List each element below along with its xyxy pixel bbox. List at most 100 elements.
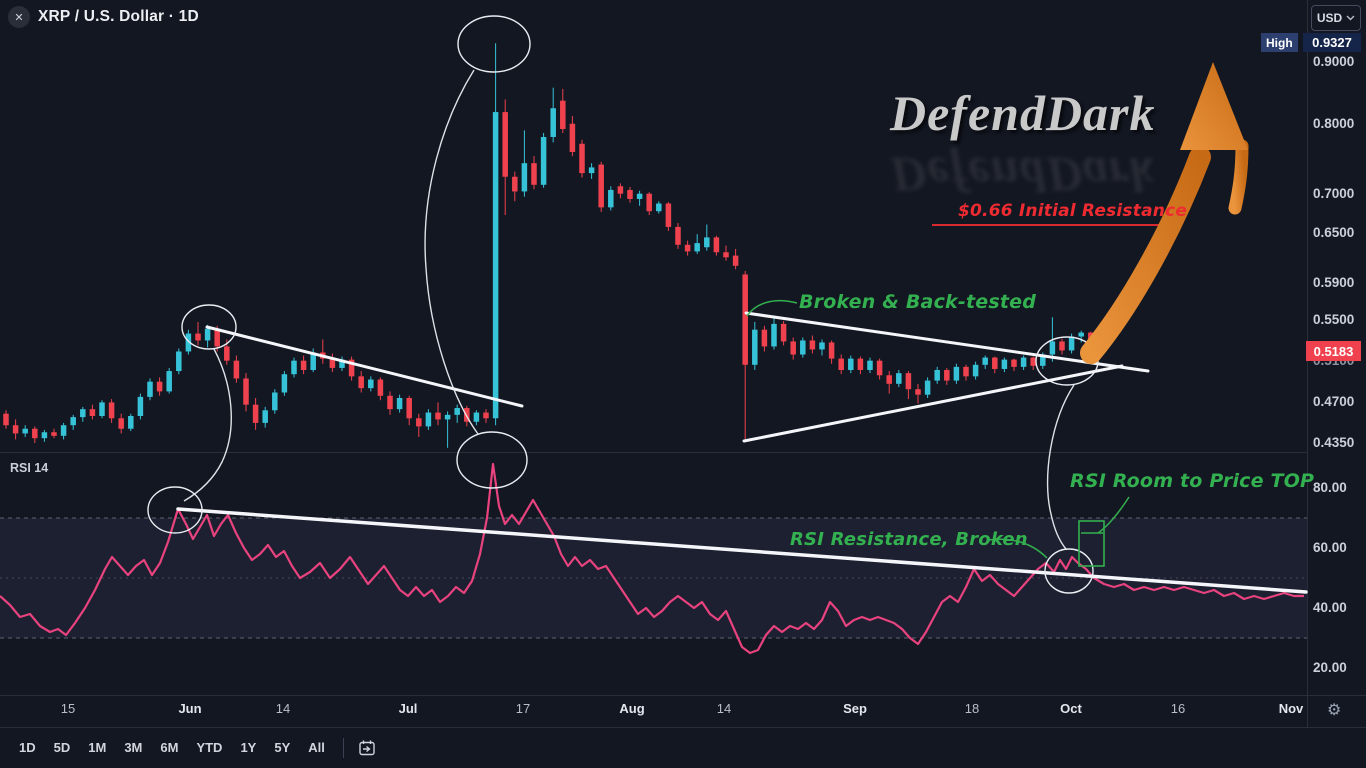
gear-icon[interactable]: ⚙	[1327, 702, 1342, 719]
rsi-indicator-label[interactable]: RSI 14	[10, 461, 49, 475]
price-scale-label: 0.5500	[1313, 312, 1355, 328]
time-tick-16: 16	[1170, 701, 1186, 716]
annotation-rsi-room[interactable]: RSI Room to Price TOP	[1070, 470, 1315, 492]
candle-body	[617, 186, 624, 194]
green-pointer-1[interactable]	[746, 299, 798, 317]
green-pointer-2[interactable]	[987, 538, 1048, 559]
rsi-scale-label: 80.00	[1313, 480, 1347, 495]
candle-body	[953, 366, 960, 381]
candle-body	[70, 417, 76, 426]
rsi-breakout-circle[interactable]	[1044, 548, 1094, 594]
candle-body	[339, 359, 345, 368]
candle-body	[310, 352, 316, 371]
connector-curve-2[interactable]	[424, 69, 479, 435]
range-button-1y[interactable]: 1Y	[240, 740, 257, 755]
candle-body	[665, 203, 672, 227]
candle-body	[156, 381, 163, 392]
toolbar-divider	[342, 737, 344, 758]
rsi-resistance-line[interactable]	[176, 507, 1308, 594]
candle-body	[627, 189, 633, 199]
candle-body	[473, 412, 480, 422]
annotation-broken-backtested[interactable]: Broken & Back-tested	[799, 291, 1037, 313]
candle-body	[166, 371, 172, 392]
candle-body	[425, 412, 432, 427]
candle-body	[214, 328, 220, 347]
chevron-down-icon	[1346, 15, 1355, 21]
currency-label: USD	[1316, 11, 1343, 25]
annotation-rsi-resistance[interactable]: RSI Resistance, Broken	[790, 529, 1028, 550]
candle-body	[464, 408, 470, 422]
breakout-arrow-shaft[interactable]	[1080, 146, 1211, 364]
connector-curve-3[interactable]	[1046, 384, 1075, 550]
rsi-room-box[interactable]	[1078, 520, 1105, 567]
candle-body	[416, 418, 422, 427]
annotation-initial-resistance[interactable]: $0.66 Initial Resistance	[958, 201, 1188, 221]
breakout-arrow-barb[interactable]	[1228, 139, 1249, 215]
candle-body	[992, 357, 998, 369]
candle-body	[771, 323, 777, 347]
candle-body	[1078, 332, 1084, 337]
candle-body	[972, 364, 979, 377]
candle-body	[646, 193, 652, 212]
time-tick-17: 17	[515, 701, 531, 716]
candle-body	[963, 366, 969, 377]
candle-body	[828, 342, 835, 359]
candle-body	[656, 203, 662, 212]
candle-body	[22, 428, 28, 434]
candle-body	[195, 333, 201, 341]
rsi-spike-circle[interactable]	[456, 431, 528, 489]
range-button-6m[interactable]: 6M	[160, 740, 179, 755]
candle-body	[809, 340, 816, 350]
candle-body	[1020, 357, 1027, 367]
chart-header: ✕ XRP / U.S. Dollar · 1D	[0, 0, 1300, 34]
candle-body	[185, 333, 192, 352]
candle-body	[60, 425, 67, 436]
green-pointer-3[interactable]	[1097, 496, 1130, 534]
candle-body	[252, 404, 259, 423]
candle-body	[12, 425, 19, 434]
range-button-5d[interactable]: 5D	[53, 740, 71, 755]
candle-body	[579, 143, 585, 174]
july-spike-top-circle[interactable]	[457, 15, 531, 73]
candle-body	[713, 237, 720, 253]
candle-body	[1040, 354, 1046, 366]
time-tick-14: 14	[275, 701, 291, 716]
range-button-5y[interactable]: 5Y	[274, 740, 291, 755]
candle-body	[1030, 357, 1036, 366]
june-resistance-line[interactable]	[205, 325, 524, 408]
breakout-arrow-head[interactable]	[1180, 62, 1248, 150]
calendar-range-button[interactable]	[353, 738, 381, 758]
candle-body	[732, 255, 739, 266]
triangle-upper-line[interactable]	[744, 311, 1150, 373]
candle-body	[780, 323, 787, 342]
candle-body	[752, 329, 758, 365]
candle-body	[224, 346, 230, 361]
candle-body	[857, 358, 864, 371]
rsi-scale-label: 20.00	[1313, 660, 1347, 675]
connector-curve-1[interactable]	[183, 348, 232, 502]
rsi-peak-left-circle[interactable]	[147, 486, 203, 534]
watermark: DefendDark	[890, 85, 1156, 141]
range-button-1m[interactable]: 1M	[88, 740, 107, 755]
currency-dropdown[interactable]: USD	[1311, 5, 1361, 31]
candle-body	[291, 360, 297, 375]
candle-body	[502, 112, 508, 177]
triangle-lower-line[interactable]	[742, 364, 1124, 443]
candle-body	[128, 415, 134, 429]
candle-body	[867, 360, 873, 371]
high-marker-label: High	[1261, 33, 1298, 52]
close-icon[interactable]: ✕	[8, 6, 30, 28]
range-button-all[interactable]: All	[308, 740, 325, 755]
time-tick-14: 14	[716, 701, 732, 716]
june-top-circle[interactable]	[181, 304, 237, 350]
range-button-1d[interactable]: 1D	[19, 740, 36, 755]
range-button-3m[interactable]: 3M	[124, 740, 143, 755]
candle-body	[243, 378, 249, 405]
candle-body	[1049, 341, 1056, 355]
candle-body	[848, 358, 854, 371]
last-price-badge: 0.5183	[1306, 341, 1361, 362]
price-scale-label: 0.4350	[1313, 434, 1355, 450]
price-scale-label: 0.4700	[1313, 394, 1355, 410]
range-button-ytd[interactable]: YTD	[196, 740, 223, 755]
